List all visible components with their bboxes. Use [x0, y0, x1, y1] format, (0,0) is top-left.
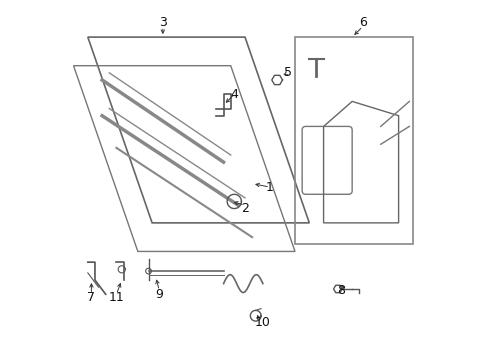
Text: 7: 7 — [87, 291, 96, 305]
Text: 1: 1 — [266, 181, 274, 194]
Text: 5: 5 — [284, 66, 292, 79]
Text: 6: 6 — [359, 16, 367, 29]
Text: 10: 10 — [255, 316, 271, 329]
Text: 2: 2 — [241, 202, 249, 215]
Text: 11: 11 — [108, 291, 124, 305]
Text: 9: 9 — [155, 288, 163, 301]
Text: 8: 8 — [338, 284, 345, 297]
Text: 4: 4 — [230, 88, 238, 101]
Bar — [295, 37, 413, 244]
Text: 3: 3 — [159, 16, 167, 29]
